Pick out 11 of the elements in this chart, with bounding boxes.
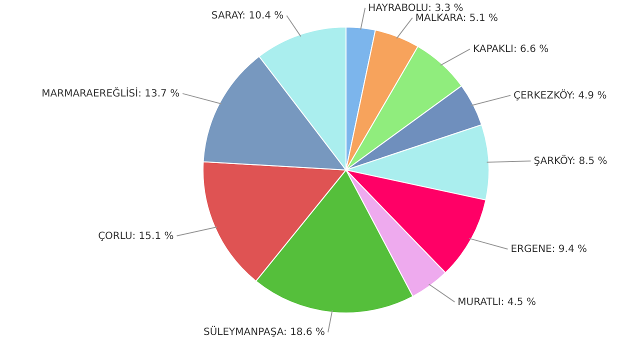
slice-label: ÇERKEZKÖY: 4.9 % [513, 88, 607, 102]
slice-label: MURATLI: 4.5 % [458, 296, 536, 308]
slice-label: SÜLEYMANPAŞA: 18.6 % [203, 325, 326, 338]
slice-label: ŞARKÖY: 8.5 % [534, 154, 608, 168]
slice-label: KAPAKLI: 6.6 % [472, 44, 549, 56]
slice-label: SARAY: 10.4 % [211, 10, 284, 22]
slice-label: ÇORLU: 15.1 % [98, 230, 174, 242]
slice-label: HAYRABOLU: 3.3 % [368, 2, 464, 14]
slice-label: ERGENE: 9.4 % [510, 244, 588, 256]
slice-label: MARMARAEREĞLİSİ: 13.7 % [42, 86, 180, 100]
slice-label: MALKARA: 5.1 % [415, 12, 498, 24]
